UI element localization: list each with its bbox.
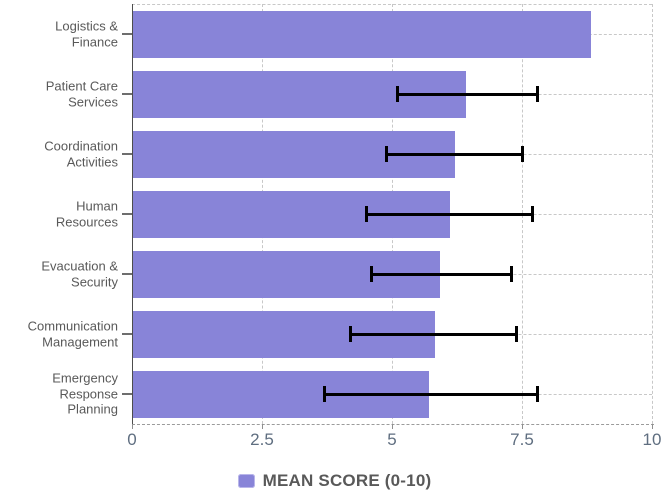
error-bar-cap xyxy=(520,146,524,162)
x-axis-tick xyxy=(132,424,133,429)
category-label: Human Resources xyxy=(55,198,118,229)
x-axis-tick-label: 2.5 xyxy=(250,430,274,449)
category-label: Patient Care Services xyxy=(45,78,118,109)
y-axis-tick xyxy=(122,153,132,155)
error-bar-cap xyxy=(369,266,373,282)
error-bar-cap xyxy=(536,386,540,402)
y-axis-tick xyxy=(122,273,132,275)
legend: MEAN SCORE (0-10) xyxy=(0,471,669,491)
category-label: Coordination Activities xyxy=(44,138,118,169)
y-axis-tick xyxy=(122,333,132,335)
x-axis-tick xyxy=(652,424,653,429)
error-bar-cap xyxy=(530,206,534,222)
legend-label[interactable]: MEAN SCORE (0-10) xyxy=(262,471,432,490)
error-bar-cap xyxy=(515,326,519,342)
legend-swatch-icon[interactable] xyxy=(237,474,255,488)
error-bar-line xyxy=(324,392,538,396)
category-label: Evacuation & Security xyxy=(41,258,118,289)
y-axis-line xyxy=(132,4,133,424)
error-bar-cap xyxy=(536,86,540,102)
gridline-vertical xyxy=(652,4,653,424)
y-axis-tick xyxy=(122,93,132,95)
error-bar-line xyxy=(397,92,538,96)
x-axis-tick-label: 5 xyxy=(387,430,397,449)
error-bar-cap xyxy=(364,206,368,222)
error-bar-cap xyxy=(348,326,352,342)
error-bar-line xyxy=(350,332,517,336)
x-axis-tick-label: 7.5 xyxy=(510,430,534,449)
error-bar-cap xyxy=(510,266,514,282)
error-bar-line xyxy=(371,272,512,276)
y-axis-tick xyxy=(122,213,132,215)
y-axis-tick xyxy=(122,393,132,395)
error-bar-line xyxy=(386,152,522,156)
x-axis-tick xyxy=(522,424,523,429)
error-bar-cap xyxy=(395,86,399,102)
y-axis-tick xyxy=(122,33,132,35)
x-axis-tick-label: 10 xyxy=(642,430,662,449)
error-bar-cap xyxy=(385,146,389,162)
x-axis-tick-label: 0 xyxy=(127,430,137,449)
error-bar-line xyxy=(366,212,533,216)
error-bar-cap xyxy=(322,386,326,402)
category-label: Emergency Response Planning xyxy=(52,370,118,417)
x-axis-tick xyxy=(392,424,393,429)
category-label: Logistics & Finance xyxy=(55,18,118,49)
category-label: Communication Management xyxy=(27,318,118,349)
x-axis-line xyxy=(132,424,654,425)
bar-logistics-finance[interactable] xyxy=(133,10,591,58)
x-axis-tick xyxy=(262,424,263,429)
